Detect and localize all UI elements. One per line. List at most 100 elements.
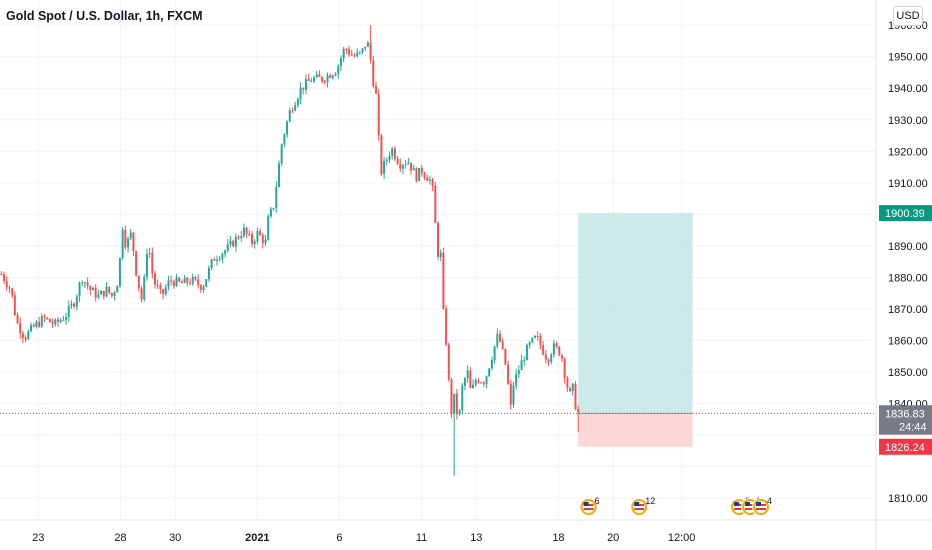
candle (361, 47, 364, 55)
candle (539, 333, 542, 350)
candle-body (517, 370, 520, 374)
candle (321, 76, 324, 84)
price-tick-label: 1860.00 (888, 335, 928, 347)
candle-body (307, 79, 310, 82)
candle (118, 257, 121, 289)
candle (458, 408, 461, 416)
candle (148, 247, 151, 258)
time-tick-label: 23 (32, 532, 44, 544)
candle-body (350, 54, 353, 56)
candle (105, 282, 108, 298)
candle (339, 55, 342, 72)
candle (232, 239, 235, 248)
candle (380, 133, 383, 177)
candle (48, 318, 51, 323)
candle (92, 286, 95, 291)
candle (520, 354, 523, 371)
candle (563, 357, 566, 384)
candle-body (145, 253, 148, 277)
candle-body (226, 244, 229, 251)
target-zone (578, 213, 693, 414)
candle-body (269, 208, 272, 217)
candle (35, 319, 38, 329)
time-tick-label: 28 (114, 532, 126, 544)
candle (485, 375, 488, 389)
candle (577, 405, 580, 432)
candle-body (563, 358, 566, 379)
candle-body (329, 75, 332, 78)
candle (447, 342, 450, 382)
candle-body (92, 287, 95, 291)
candle (345, 47, 348, 54)
candle-body (331, 75, 334, 78)
candle (127, 236, 130, 253)
candle (180, 279, 183, 284)
candle (525, 343, 528, 361)
candle-body (304, 79, 307, 90)
candle-body (197, 279, 200, 286)
candle (30, 322, 33, 333)
candle-body (89, 286, 92, 291)
candle-body (40, 316, 43, 327)
candle (428, 175, 431, 185)
candle-body (423, 173, 426, 178)
candle (420, 164, 423, 177)
candle (221, 252, 224, 264)
candle-body (186, 277, 189, 283)
candle (547, 358, 550, 366)
candle (329, 73, 332, 79)
candle-body (318, 74, 321, 77)
candle (391, 146, 394, 160)
candle-body (474, 380, 477, 385)
candle (156, 279, 159, 290)
candle (70, 300, 73, 309)
candle (498, 330, 501, 343)
candle-body (574, 383, 577, 410)
price-tag-label: 1826.24 (885, 442, 925, 454)
price-axis: 1810.001840.001850.001860.001870.001880.… (875, 0, 932, 550)
candle-body (11, 288, 14, 296)
candle-body (364, 46, 367, 49)
candle-body (121, 229, 124, 258)
event-flag-icon: 4 (752, 496, 772, 516)
candle (504, 348, 507, 366)
candle-body (501, 341, 504, 349)
candle-body (272, 207, 275, 209)
candle (245, 226, 248, 238)
candle (418, 167, 421, 182)
candle-body (78, 282, 81, 297)
candle-body (515, 373, 518, 386)
candle-body (407, 162, 410, 165)
candle (399, 158, 402, 173)
candle (207, 265, 210, 283)
candle-body (30, 324, 33, 332)
candle-body (366, 42, 369, 47)
candle-body (356, 52, 359, 57)
candle-body (151, 252, 154, 274)
candle (159, 282, 162, 294)
candle-body (399, 163, 402, 169)
candle-body (213, 259, 216, 261)
candle (474, 377, 477, 387)
candle-body (116, 286, 119, 293)
candle-body (299, 87, 302, 99)
candle (267, 214, 270, 241)
candle (175, 273, 178, 288)
candle (67, 300, 70, 322)
candle-body (75, 296, 78, 307)
currency-button[interactable]: USD (893, 6, 923, 26)
candle (407, 157, 410, 165)
candle (194, 275, 197, 282)
candle (542, 341, 545, 356)
candle (13, 291, 16, 316)
candle-body (199, 285, 202, 290)
candle (143, 273, 146, 302)
candle (571, 383, 574, 396)
candle-body (418, 167, 421, 181)
candle-body (377, 93, 380, 136)
candle-body (461, 385, 464, 411)
candle-body (302, 87, 305, 90)
candle (116, 285, 119, 293)
candle (536, 331, 539, 341)
